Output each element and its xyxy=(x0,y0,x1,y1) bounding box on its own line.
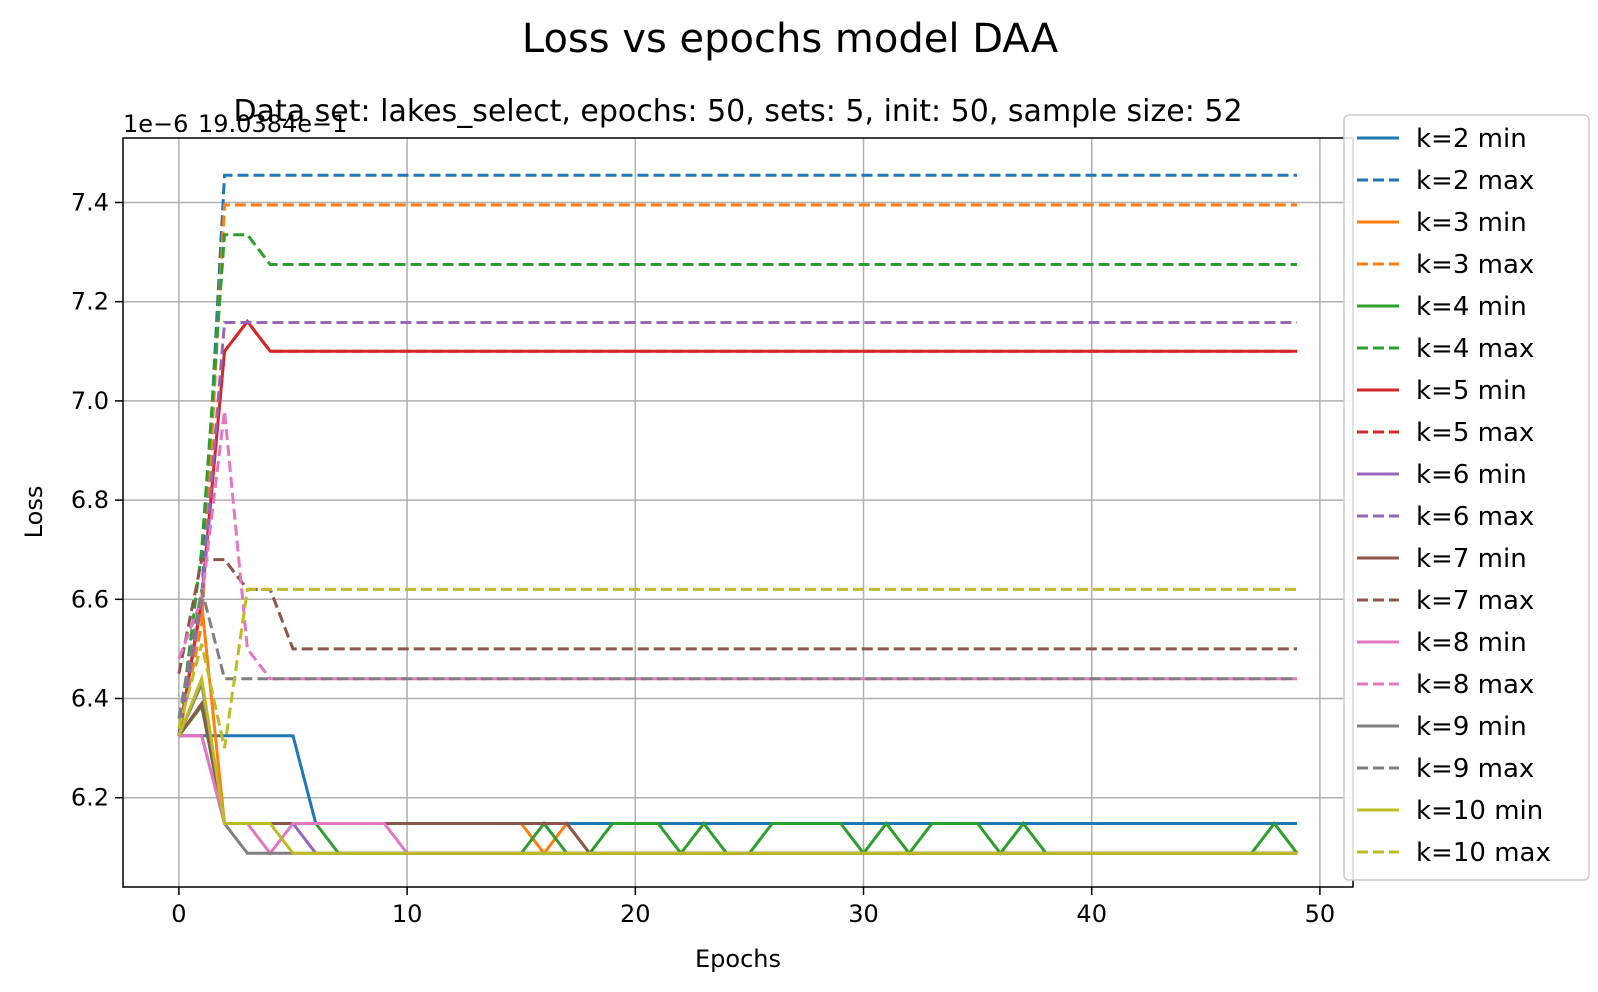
legend-label-k-6-max: k=6 max xyxy=(1416,502,1534,532)
y-tick-label: 6.6 xyxy=(71,585,109,613)
x-tick-label: 50 xyxy=(1305,900,1336,928)
x-tick-label: 0 xyxy=(171,900,186,928)
legend-label-k-10-max: k=10 max xyxy=(1416,838,1551,868)
y-tick-label: 7.0 xyxy=(71,387,109,415)
legend: k=2 min k=2 max k=3 min k=3 max k=4 min k=4 m… xyxy=(1343,114,1590,881)
series-line-k-9-max xyxy=(177,589,1298,719)
plot-area: 0 10 20 30 40 50 6.2 6.4 6.6 6.8 7.0 7.2 7.4 xyxy=(71,137,1354,928)
series-line-k-10-min xyxy=(177,673,1298,855)
x-axis-label: Epochs xyxy=(695,945,781,973)
legend-label-k-5-min: k=5 min xyxy=(1416,376,1527,406)
legend-label-k-10-min: k=10 min xyxy=(1416,796,1543,826)
legend-label-k-3-max: k=3 max xyxy=(1416,250,1534,280)
legend-label-k-3-min: k=3 min xyxy=(1416,208,1527,238)
y-tick-label: 7.4 xyxy=(71,188,109,216)
series-lines xyxy=(177,173,1299,856)
y-tick-label: 6.4 xyxy=(71,685,109,713)
series-line-k-3-max xyxy=(177,203,1298,737)
legend-label-k-9-min: k=9 min xyxy=(1416,712,1527,742)
series-line-k-6-max xyxy=(177,321,1298,736)
legend-label-k-7-min: k=7 min xyxy=(1416,544,1527,574)
legend-label-k-4-min: k=4 min xyxy=(1416,292,1527,322)
series-line-k-2-max xyxy=(177,173,1298,736)
x-tick-label: 10 xyxy=(392,900,423,928)
x-tick-label: 20 xyxy=(620,900,651,928)
legend-label-k-4-max: k=4 max xyxy=(1416,334,1534,364)
offset-text: 1e−6 xyxy=(123,110,188,138)
legend-label-k-5-max: k=5 max xyxy=(1416,418,1534,448)
grid xyxy=(123,138,1353,887)
x-tick-label: 40 xyxy=(1076,900,1107,928)
y-tick-label: 6.8 xyxy=(71,486,109,514)
legend-label-k-6-min: k=6 min xyxy=(1416,460,1527,490)
chart-title: Loss vs epochs model DAA xyxy=(522,16,1059,62)
x-tick-label: 30 xyxy=(848,900,879,928)
legend-label-k-2-min: k=2 min xyxy=(1416,124,1527,154)
y-axis-label: Loss xyxy=(20,486,48,539)
legend-label-k-8-max: k=8 max xyxy=(1416,670,1534,700)
y-ticks: 6.2 6.4 6.6 6.8 7.0 7.2 7.4 xyxy=(71,188,123,812)
series-line-k-7-max xyxy=(177,558,1298,674)
y-tick-label: 6.2 xyxy=(71,784,109,812)
y-tick-label: 7.2 xyxy=(71,288,109,316)
series-line-k-4-max xyxy=(177,233,1298,736)
legend-label-k-9-max: k=9 max xyxy=(1416,754,1534,784)
legend-label-k-7-max: k=7 max xyxy=(1416,586,1534,616)
legend-label-k-2-max: k=2 max xyxy=(1416,166,1534,196)
series-line-k-5-max xyxy=(177,319,1298,736)
series-line-k-10-max xyxy=(177,587,1298,749)
legend-label-k-8-min: k=8 min xyxy=(1416,628,1527,658)
offset-text-secondary: 19.0384e−1 xyxy=(198,110,347,138)
x-ticks: 0 10 20 30 40 50 xyxy=(171,887,1335,928)
legend-box xyxy=(1343,114,1590,881)
chart-subtitle: Data set: lakes_select, epochs: 50, sets… xyxy=(233,94,1242,129)
